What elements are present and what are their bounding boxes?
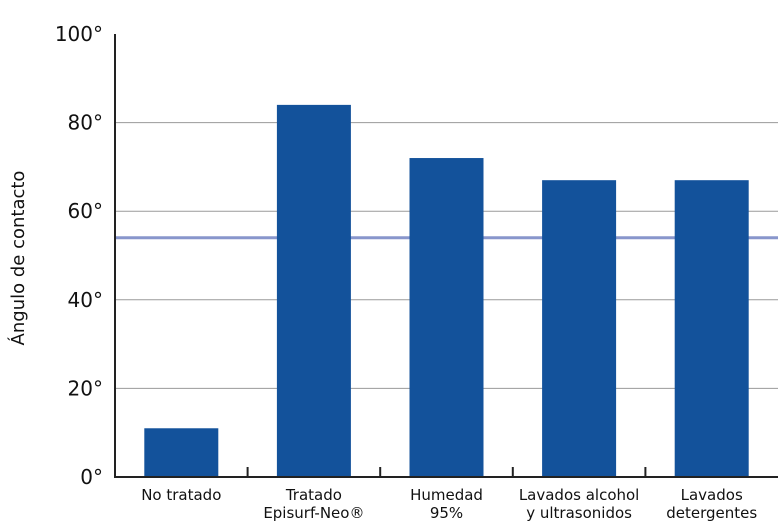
y-tick-label: 40° [68, 288, 103, 312]
y-axis-label: Ángulo de contacto [7, 171, 29, 346]
bar [276, 104, 351, 477]
bar [674, 180, 749, 477]
x-tick-label: Tratado Episurf-Neo® [263, 486, 364, 522]
x-tick-label: Humedad 95% [410, 486, 483, 522]
y-tick-label: 20° [68, 376, 103, 400]
bar [409, 158, 484, 478]
bar-layer [144, 104, 749, 478]
x-tick-label: No tratado [141, 486, 221, 504]
y-tick-label: 100° [55, 22, 103, 46]
y-tick-label: 60° [68, 199, 103, 223]
x-tick-label: Lavados alcohol y ultrasonidos [519, 486, 640, 522]
bar [144, 428, 219, 477]
y-tick-label: 80° [68, 111, 103, 135]
label-layer: 0° 20° 40° 60° 80° 100° No tratado Tratado Episu… [55, 22, 758, 522]
x-tick-label: Lavados detergentes [666, 486, 757, 522]
axis-layer [114, 34, 778, 478]
bar [542, 180, 617, 477]
y-tick-label: 0° [80, 465, 103, 489]
